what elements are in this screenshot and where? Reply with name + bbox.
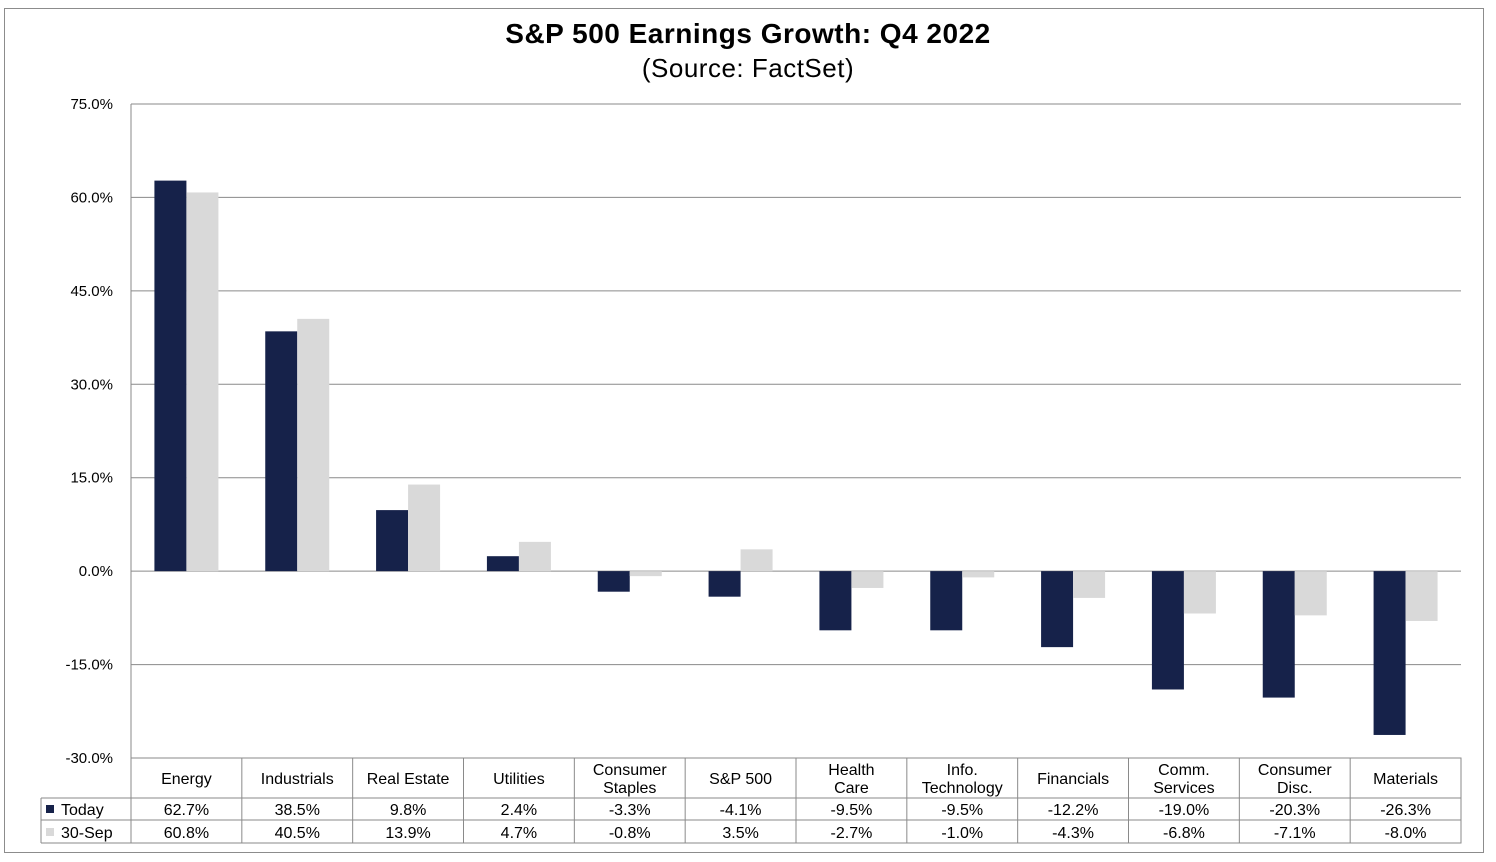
data-label: -19.0% [1159,802,1210,819]
data-label: -12.2% [1048,802,1099,819]
bar-30-sep [186,192,219,572]
bar-today [1151,571,1184,690]
bar-30-sep [1073,571,1106,598]
legend-label: Today [61,802,104,819]
data-label: -7.1% [1274,825,1316,842]
category-label: Staples [603,780,656,797]
y-tick-label: 0.0% [79,563,113,580]
category-label: Disc. [1277,780,1313,797]
category-label: Comm. [1158,762,1210,779]
bar-today [930,571,963,631]
y-tick-label: 60.0% [70,189,113,206]
bar-30-sep [408,484,441,572]
bar-today [376,510,409,572]
bar-30-sep [740,549,773,572]
category-label: Utilities [493,771,545,788]
bar-30-sep [1405,571,1438,621]
y-tick-label: -15.0% [65,657,113,674]
data-label: 38.5% [275,802,320,819]
category-label: Industrials [261,771,334,788]
category-label: S&P 500 [709,771,772,788]
chart-title: S&P 500 Earnings Growth: Q4 2022 [505,18,991,49]
bar-today [597,571,630,592]
category-label: Consumer [593,762,667,779]
legend-key [46,805,54,813]
legend-key [46,828,54,836]
data-label: 62.7% [164,802,209,819]
data-label: -0.8% [609,825,651,842]
category-label: Financials [1037,771,1109,788]
y-tick-label: 75.0% [70,96,113,113]
bar-30-sep [962,571,995,578]
data-label: 9.8% [390,802,426,819]
bar-30-sep [851,571,884,588]
y-tick-label: 30.0% [70,376,113,393]
data-label: -4.1% [720,802,762,819]
data-label: -9.5% [831,802,873,819]
data-label: -9.5% [941,802,983,819]
category-label: Energy [161,771,212,788]
y-tick-label: 45.0% [70,283,113,300]
bar-30-sep [1183,571,1216,614]
bar-30-sep [297,318,330,572]
y-tick-label: -30.0% [65,750,113,767]
data-label: -8.0% [1385,825,1427,842]
bar-today [1041,571,1074,648]
data-label: 4.7% [501,825,537,842]
data-label: 13.9% [385,825,430,842]
data-label: -26.3% [1380,802,1431,819]
category-label: Technology [922,780,1003,797]
legend-label: 30-Sep [61,825,113,842]
category-label: Health [828,762,874,779]
bar-30-sep [1294,571,1327,616]
chart-frame [4,8,1484,853]
bar-today [1373,571,1406,735]
bar-today [154,180,187,572]
bar-today [708,571,741,597]
data-label: -6.8% [1163,825,1205,842]
bar-today [1262,571,1295,698]
data-label: 2.4% [501,802,537,819]
data-label: 40.5% [275,825,320,842]
data-label: -2.7% [831,825,873,842]
category-label: Materials [1373,771,1438,788]
chart-subtitle: (Source: FactSet) [641,53,855,83]
category-label: Services [1153,780,1214,797]
category-label: Real Estate [367,771,450,788]
bar-today [486,556,519,572]
bar-today [819,571,852,631]
category-label: Consumer [1258,762,1332,779]
bar-30-sep [518,541,551,572]
data-label: -1.0% [941,825,983,842]
data-label: -20.3% [1269,802,1320,819]
data-label: -4.3% [1052,825,1094,842]
category-label: Info. [947,762,978,779]
data-label: 60.8% [164,825,209,842]
data-label: 3.5% [722,825,758,842]
bar-30-sep [629,571,662,577]
category-label: Care [834,780,869,797]
data-label: -3.3% [609,802,651,819]
bar-today [265,331,298,572]
y-tick-label: 15.0% [70,470,113,487]
